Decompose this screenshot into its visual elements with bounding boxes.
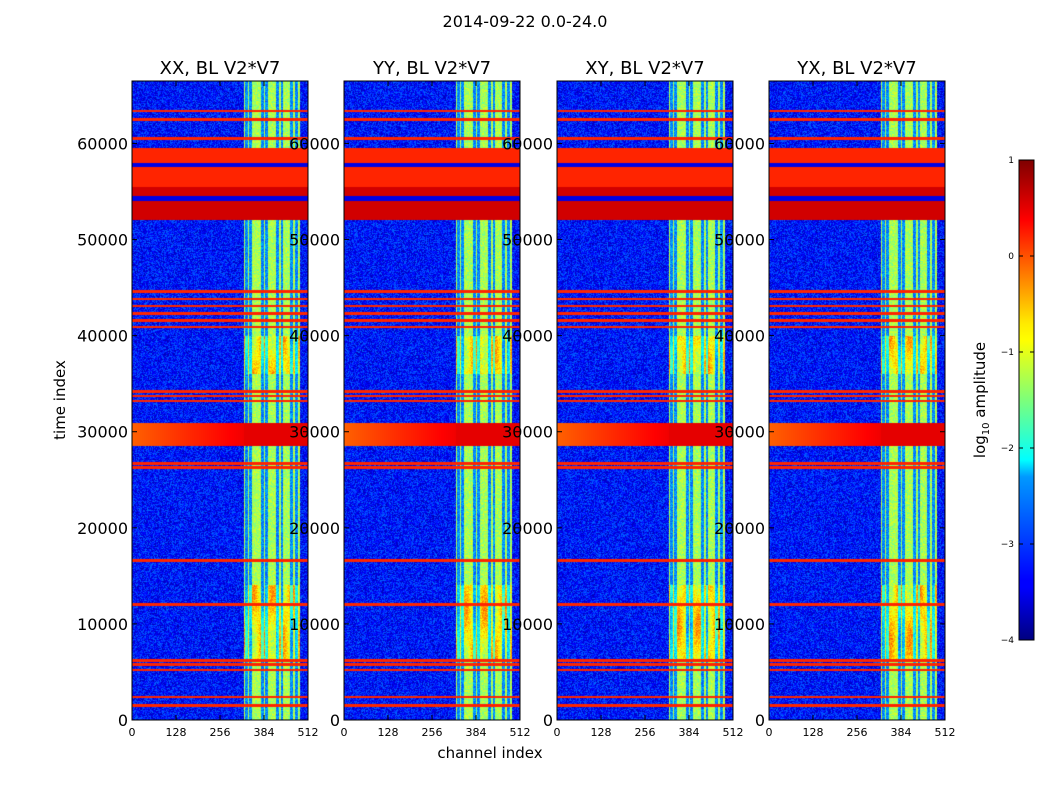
y-tick-label: 30000 bbox=[289, 423, 340, 442]
x-tick-label: 512 bbox=[510, 726, 531, 739]
heatmap-panel-3: XY, BL V2*V7 0 128 256 384 512 0 10000 20000 3000… bbox=[502, 58, 743, 739]
colorbar-tick-label: −4 bbox=[1001, 636, 1015, 646]
panel-title-1: XX, BL V2*V7 bbox=[160, 58, 281, 79]
y-tick-label: 60000 bbox=[714, 134, 765, 153]
heatmap-panel-4: YX, BL V2*V7 0 128 256 384 512 0 10000 20000 3000… bbox=[714, 58, 955, 739]
y-tick-label: 50000 bbox=[714, 231, 765, 250]
heatmap-panel-1: XX, BL V2*V7 0 128 256 384 512 0 10000 20000 3000… bbox=[77, 58, 318, 739]
x-tick-label: 384 bbox=[891, 726, 912, 739]
y-tick-label: 0 bbox=[755, 711, 765, 730]
x-axis-label: channel index bbox=[437, 744, 542, 762]
colorbar-tick-label: −3 bbox=[1001, 540, 1014, 550]
heatmap-image-3 bbox=[557, 81, 733, 720]
y-axis-label: time index bbox=[51, 360, 69, 440]
y-tick-label: 20000 bbox=[714, 519, 765, 538]
y-tick-label: 30000 bbox=[714, 423, 765, 442]
x-tick-label: 0 bbox=[341, 726, 348, 739]
colorbar bbox=[1018, 159, 1035, 641]
x-tick-label: 128 bbox=[803, 726, 824, 739]
y-tick-label: 0 bbox=[330, 711, 340, 730]
y-tick-label: 20000 bbox=[77, 519, 128, 538]
x-tick-label: 384 bbox=[679, 726, 700, 739]
x-tick-label: 512 bbox=[298, 726, 319, 739]
colorbar-label: log10 amplitude bbox=[971, 342, 992, 458]
y-tick-label: 60000 bbox=[289, 134, 340, 153]
y-tick-label: 30000 bbox=[77, 423, 128, 442]
y-tick-label: 20000 bbox=[289, 519, 340, 538]
x-tick-label: 256 bbox=[210, 726, 231, 739]
heatmap-image-4 bbox=[769, 81, 945, 720]
figure-title: 2014-09-22 0.0-24.0 bbox=[442, 12, 608, 31]
y-tick-label: 10000 bbox=[714, 615, 765, 634]
colorbar-tick-label: −1 bbox=[1001, 348, 1014, 358]
x-tick-label: 256 bbox=[635, 726, 656, 739]
x-tick-label: 0 bbox=[129, 726, 136, 739]
y-tick-label: 60000 bbox=[77, 134, 128, 153]
panel-title-3: XY, BL V2*V7 bbox=[585, 58, 704, 79]
x-tick-label: 128 bbox=[166, 726, 187, 739]
panel-title-4: YX, BL V2*V7 bbox=[796, 58, 916, 79]
x-tick-label: 128 bbox=[591, 726, 612, 739]
x-tick-label: 256 bbox=[847, 726, 868, 739]
x-tick-label: 0 bbox=[554, 726, 561, 739]
x-tick-label: 0 bbox=[766, 726, 773, 739]
colorbar-tick-label: 0 bbox=[1008, 252, 1014, 262]
y-tick-label: 50000 bbox=[502, 231, 553, 250]
x-tick-label: 256 bbox=[422, 726, 443, 739]
panel-title-2: YY, BL V2*V7 bbox=[372, 58, 491, 79]
heatmap-image-1 bbox=[132, 81, 308, 720]
x-tick-label: 128 bbox=[378, 726, 399, 739]
colorbar-tick-label: −2 bbox=[1001, 444, 1014, 454]
y-tick-label: 0 bbox=[118, 711, 128, 730]
y-tick-label: 30000 bbox=[502, 423, 553, 442]
x-tick-label: 512 bbox=[935, 726, 956, 739]
y-tick-label: 50000 bbox=[289, 231, 340, 250]
heatmap-panel-2: YY, BL V2*V7 0 128 256 384 512 0 10000 20000 3000… bbox=[289, 58, 530, 739]
y-tick-label: 60000 bbox=[502, 134, 553, 153]
y-tick-label: 20000 bbox=[502, 519, 553, 538]
x-tick-label: 384 bbox=[254, 726, 275, 739]
y-tick-label: 50000 bbox=[77, 231, 128, 250]
y-tick-label: 40000 bbox=[714, 327, 765, 346]
y-tick-label: 10000 bbox=[502, 615, 553, 634]
y-tick-label: 40000 bbox=[502, 327, 553, 346]
x-tick-label: 384 bbox=[466, 726, 487, 739]
y-tick-label: 40000 bbox=[77, 327, 128, 346]
y-tick-label: 10000 bbox=[77, 615, 128, 634]
y-tick-label: 10000 bbox=[289, 615, 340, 634]
x-tick-label: 512 bbox=[723, 726, 744, 739]
heatmap-image-2 bbox=[344, 81, 520, 720]
y-tick-label: 40000 bbox=[289, 327, 340, 346]
y-tick-label: 0 bbox=[543, 711, 553, 730]
colorbar-tick-label: 1 bbox=[1008, 156, 1014, 166]
